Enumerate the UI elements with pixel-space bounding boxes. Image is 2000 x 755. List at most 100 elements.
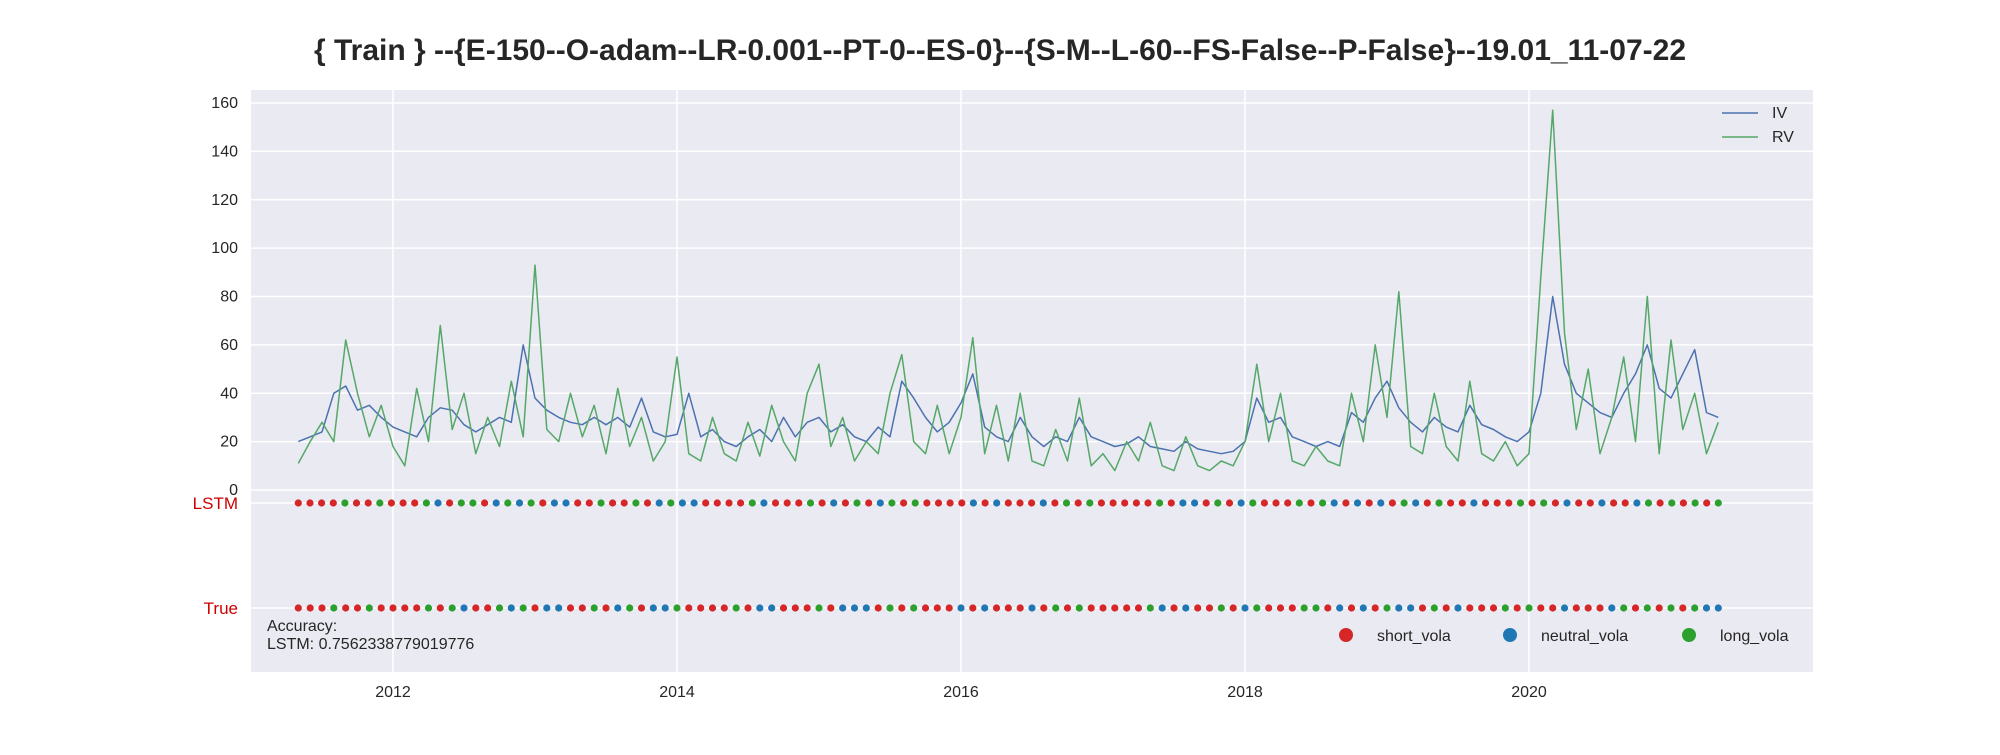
class-dot xyxy=(1470,499,1478,507)
class-dot xyxy=(643,499,652,507)
class-dot xyxy=(946,499,954,507)
class-dot xyxy=(910,604,918,612)
class-dot xyxy=(1679,499,1687,507)
class-dot xyxy=(1205,604,1214,612)
class-dot xyxy=(713,499,721,507)
class-dot xyxy=(1501,604,1509,612)
class-dot xyxy=(1575,499,1583,507)
legend-label-rv: RV xyxy=(1772,129,1794,146)
class-dot xyxy=(1586,499,1594,507)
class-dot xyxy=(1655,604,1663,612)
class-dot xyxy=(555,604,563,612)
class-dot xyxy=(1336,604,1344,612)
class-dot xyxy=(1052,604,1060,612)
class-dot xyxy=(1260,499,1268,507)
class-dot xyxy=(609,499,617,507)
class-dot xyxy=(1608,604,1616,612)
class-dot xyxy=(934,499,943,507)
class-dot xyxy=(294,499,302,507)
class-dot xyxy=(585,499,593,507)
class-legend: short_vola neutral_vola long_vola xyxy=(1339,628,1789,645)
class-dot xyxy=(626,604,634,612)
class-dot xyxy=(1643,604,1651,612)
accuracy-annotation: Accuracy: LSTM: 0.7562338779019776 xyxy=(267,618,474,653)
class-dot xyxy=(795,499,803,507)
x-tick-label: 2014 xyxy=(659,684,695,701)
class-dot xyxy=(1458,499,1466,507)
class-dot xyxy=(1620,604,1628,612)
class-dot xyxy=(865,499,873,507)
class-dot xyxy=(1099,604,1107,612)
class-dot xyxy=(1111,604,1119,612)
class-dot xyxy=(1644,499,1653,507)
class-dot xyxy=(481,499,489,507)
class-dot xyxy=(1516,499,1525,507)
class-dot xyxy=(1395,604,1403,612)
y-tick-label: 80 xyxy=(220,289,238,306)
y-tick-label: 100 xyxy=(211,240,238,257)
accuracy-value: LSTM: 0.7562338779019776 xyxy=(267,636,474,653)
class-dot xyxy=(911,499,919,507)
class-dot xyxy=(1388,499,1396,507)
x-tick-label: 2012 xyxy=(375,684,411,701)
class-dot xyxy=(1667,604,1675,612)
class-dot xyxy=(732,604,740,612)
plot-area xyxy=(251,90,1813,672)
class-dot xyxy=(1478,604,1486,612)
class-dot xyxy=(1312,604,1320,612)
classification-rows xyxy=(294,499,1722,612)
class-dot xyxy=(1265,604,1273,612)
legend-marker-short-vola xyxy=(1339,628,1353,642)
class-dot xyxy=(748,499,756,507)
class-dot xyxy=(1679,604,1687,612)
class-dot xyxy=(294,604,302,612)
class-dot xyxy=(1347,604,1356,612)
class-dot xyxy=(377,604,385,612)
class-dot xyxy=(1493,499,1501,507)
class-dot xyxy=(1551,499,1559,507)
class-dot xyxy=(1621,499,1629,507)
class-dot xyxy=(771,499,780,507)
class-dot xyxy=(1702,604,1711,612)
class-dot xyxy=(1610,499,1618,507)
class-dot xyxy=(1156,499,1164,507)
class-dot xyxy=(874,604,882,612)
class-dot xyxy=(1584,604,1592,612)
legend-marker-neutral-vola xyxy=(1503,628,1517,642)
class-dot xyxy=(637,604,646,612)
class-dot xyxy=(1540,499,1548,507)
class-dot xyxy=(898,604,906,612)
y-tick-label: 0 xyxy=(229,482,238,499)
class-dot xyxy=(862,604,870,612)
class-dot xyxy=(1062,499,1071,507)
tick-labels: 2012 2014 2016 2018 2020 0 20 40 60 80 100 120 140 16… xyxy=(193,95,1547,701)
class-dot xyxy=(1123,604,1131,612)
class-dot xyxy=(969,499,978,507)
class-dot xyxy=(364,499,372,507)
class-dot xyxy=(1598,499,1606,507)
class-dot xyxy=(1202,499,1210,507)
lstm-row-dots xyxy=(294,499,1722,507)
class-dot xyxy=(1146,604,1154,612)
class-dot xyxy=(318,604,326,612)
y-tick-label: 140 xyxy=(211,143,238,160)
class-dot xyxy=(1435,499,1443,507)
class-dot xyxy=(1284,499,1292,507)
class-dot xyxy=(566,604,575,612)
class-dot xyxy=(1596,604,1604,612)
class-dot xyxy=(1412,499,1420,507)
class-dot xyxy=(1288,604,1296,612)
class-dot xyxy=(708,604,717,612)
class-dot xyxy=(1342,499,1350,507)
class-dot xyxy=(1407,604,1415,612)
class-dot xyxy=(1051,499,1059,507)
class-dot xyxy=(1307,499,1315,507)
class-dot xyxy=(1272,499,1280,507)
class-dot xyxy=(756,604,764,612)
class-dot xyxy=(590,604,598,612)
class-dot xyxy=(422,499,430,507)
class-dot xyxy=(779,604,788,612)
class-dot xyxy=(1489,604,1498,612)
class-dot xyxy=(1063,604,1072,612)
class-dot xyxy=(667,499,675,507)
